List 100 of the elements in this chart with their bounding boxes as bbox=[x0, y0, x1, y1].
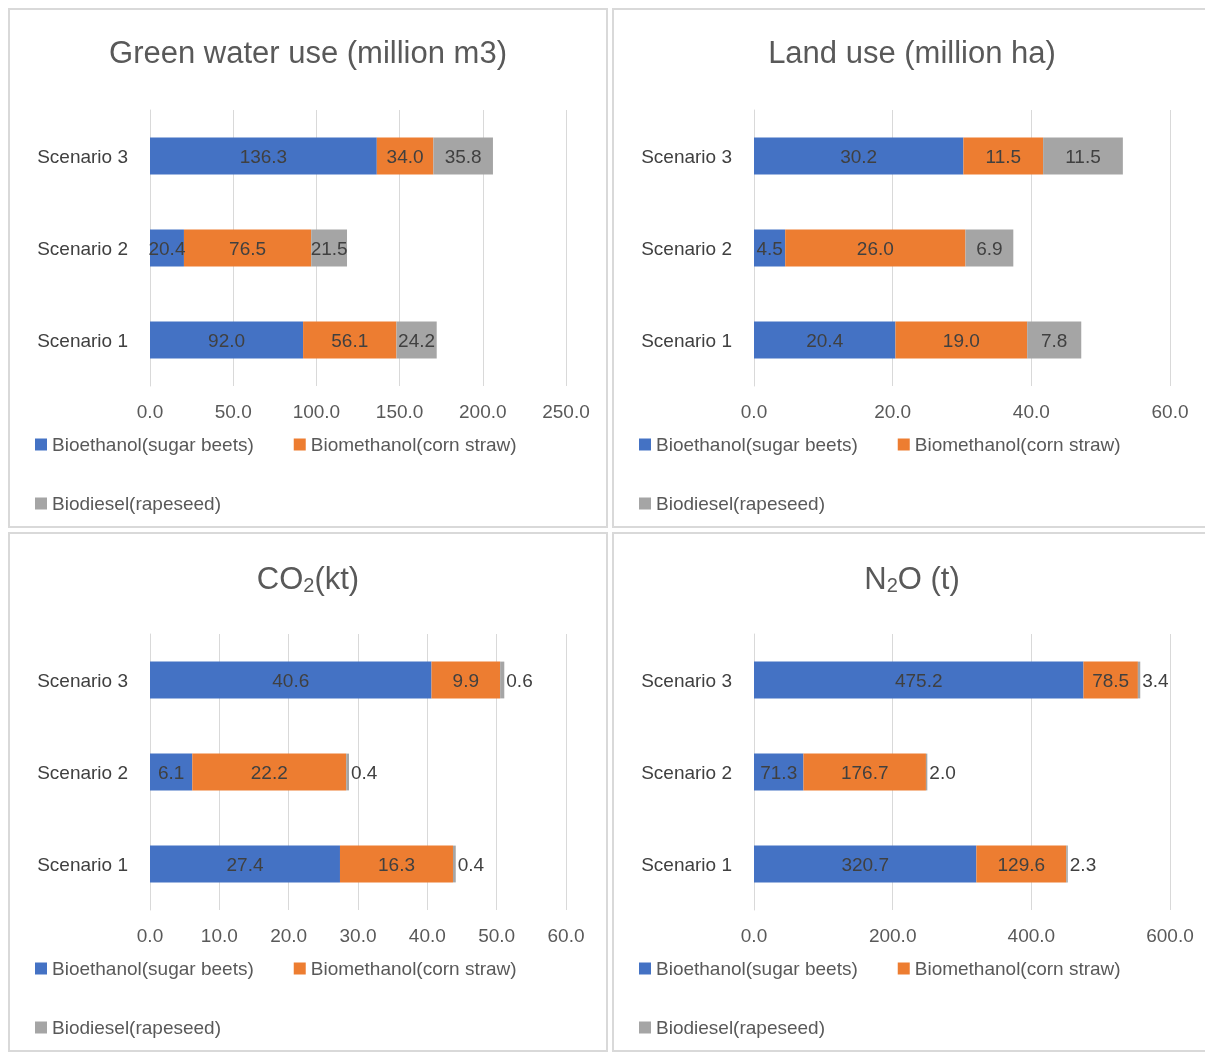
data-label: 0.4 bbox=[350, 761, 378, 783]
data-label: 3.4 bbox=[1142, 669, 1170, 691]
x-tick-label: 200.0 bbox=[868, 925, 917, 946]
bar bbox=[192, 753, 347, 791]
bar bbox=[1043, 137, 1123, 175]
data-label: 27.4 bbox=[226, 853, 264, 875]
x-tick-label: 0.0 bbox=[136, 401, 164, 422]
y-tick-label: Scenario 1 bbox=[641, 329, 732, 351]
chart-title: Land use (million ha) bbox=[768, 35, 1056, 70]
y-tick-label: Scenario 3 bbox=[641, 669, 732, 691]
data-label: 7.8 bbox=[1041, 329, 1068, 351]
data-label: 11.5 bbox=[1065, 145, 1101, 167]
legend-label: Biomethanol(corn straw) bbox=[310, 434, 517, 455]
data-label: 0.6 bbox=[506, 669, 533, 691]
bar bbox=[754, 137, 964, 175]
data-label: 30.2 bbox=[840, 145, 878, 167]
data-label: 26.0 bbox=[856, 237, 894, 259]
y-tick-label: Scenario 1 bbox=[37, 329, 128, 351]
bar bbox=[803, 753, 926, 791]
data-label: 136.3 bbox=[239, 145, 288, 167]
legend-label: Biodiesel(rapeseed) bbox=[52, 493, 221, 514]
bar bbox=[1027, 321, 1082, 359]
x-tick-label: 50.0 bbox=[214, 401, 252, 422]
bar bbox=[500, 661, 505, 699]
x-tick-label: 10.0 bbox=[200, 925, 238, 946]
legend-label: Biomethanol(corn straw) bbox=[310, 958, 517, 979]
x-tick-label: 60.0 bbox=[1151, 401, 1189, 422]
x-tick-label: 0.0 bbox=[740, 401, 768, 422]
x-tick-label: 40.0 bbox=[1012, 401, 1050, 422]
x-tick-label: 100.0 bbox=[292, 401, 341, 422]
chart-title: CO2(kt) bbox=[256, 560, 360, 596]
y-tick-label: Scenario 2 bbox=[641, 237, 732, 259]
y-tick-label: Scenario 2 bbox=[37, 761, 128, 783]
data-label: 6.1 bbox=[157, 761, 185, 783]
y-tick-label: Scenario 3 bbox=[37, 145, 128, 167]
data-label: 56.1 bbox=[331, 329, 369, 351]
x-tick-label: 50.0 bbox=[478, 925, 516, 946]
bar bbox=[150, 661, 432, 699]
x-tick-label: 0.0 bbox=[136, 925, 164, 946]
bar bbox=[183, 229, 312, 267]
data-label: 24.2 bbox=[398, 329, 436, 351]
legend-label: Bioethanol(sugar beets) bbox=[52, 434, 254, 455]
x-tick-label: 250.0 bbox=[542, 401, 590, 422]
data-label: 2.0 bbox=[929, 761, 956, 783]
x-tick-label: 20.0 bbox=[270, 925, 308, 946]
data-label: 9.9 bbox=[452, 669, 480, 691]
legend-label: Biodiesel(rapeseed) bbox=[52, 1017, 221, 1038]
data-label: 320.7 bbox=[841, 853, 889, 875]
data-label: 2.3 bbox=[1069, 853, 1097, 875]
legend-label: Bioethanol(sugar beets) bbox=[656, 434, 858, 455]
x-tick-label: 400.0 bbox=[1007, 925, 1056, 946]
bar bbox=[150, 845, 340, 883]
bar bbox=[754, 321, 896, 359]
legend-label: Bioethanol(sugar beets) bbox=[656, 958, 858, 979]
y-tick-label: Scenario 2 bbox=[641, 761, 732, 783]
x-tick-label: 200.0 bbox=[459, 401, 507, 422]
x-tick-label: 40.0 bbox=[408, 925, 446, 946]
data-label: 21.5 bbox=[310, 237, 348, 259]
chart-title: N2O (t) bbox=[864, 560, 960, 596]
data-label: 76.5 bbox=[229, 237, 267, 259]
data-label: 4.5 bbox=[756, 237, 783, 259]
bar bbox=[963, 137, 1044, 175]
bar bbox=[150, 321, 304, 359]
x-tick-label: 0.0 bbox=[740, 925, 768, 946]
data-label: 6.9 bbox=[976, 237, 1003, 259]
data-label: 20.4 bbox=[806, 329, 844, 351]
data-label: 19.0 bbox=[942, 329, 980, 351]
legend-label: Biodiesel(rapeseed) bbox=[656, 493, 825, 514]
x-tick-label: 60.0 bbox=[547, 925, 585, 946]
x-tick-label: 30.0 bbox=[339, 925, 377, 946]
legend-label: Bioethanol(sugar beets) bbox=[52, 958, 254, 979]
legend-label: Biomethanol(corn straw) bbox=[914, 434, 1121, 455]
bar bbox=[895, 321, 1028, 359]
data-label: 35.8 bbox=[444, 145, 482, 167]
x-tick-label: 600.0 bbox=[1146, 925, 1194, 946]
data-label: 34.0 bbox=[386, 145, 424, 167]
bar bbox=[431, 661, 501, 699]
y-tick-label: Scenario 2 bbox=[37, 237, 128, 259]
data-label: 40.6 bbox=[272, 669, 310, 691]
chart-title: Green water use (million m3) bbox=[109, 35, 507, 70]
bar bbox=[452, 845, 456, 883]
bar bbox=[339, 845, 453, 883]
y-tick-label: Scenario 1 bbox=[641, 853, 732, 875]
legend-label: Biodiesel(rapeseed) bbox=[656, 1017, 825, 1038]
data-label: 0.4 bbox=[457, 853, 485, 875]
data-label: 92.0 bbox=[208, 329, 246, 351]
bar bbox=[754, 661, 1084, 699]
data-label: 11.5 bbox=[985, 145, 1022, 167]
bar bbox=[303, 321, 397, 359]
data-label: 176.7 bbox=[840, 761, 889, 783]
data-label: 16.3 bbox=[377, 853, 415, 875]
y-tick-label: Scenario 3 bbox=[37, 669, 128, 691]
data-label: 78.5 bbox=[1092, 669, 1130, 691]
y-tick-label: Scenario 3 bbox=[641, 145, 732, 167]
y-tick-label: Scenario 1 bbox=[37, 853, 128, 875]
bar bbox=[785, 229, 966, 267]
bar bbox=[150, 137, 377, 175]
x-tick-label: 20.0 bbox=[874, 401, 912, 422]
bar bbox=[346, 753, 349, 791]
legend-label: Biomethanol(corn straw) bbox=[914, 958, 1121, 979]
